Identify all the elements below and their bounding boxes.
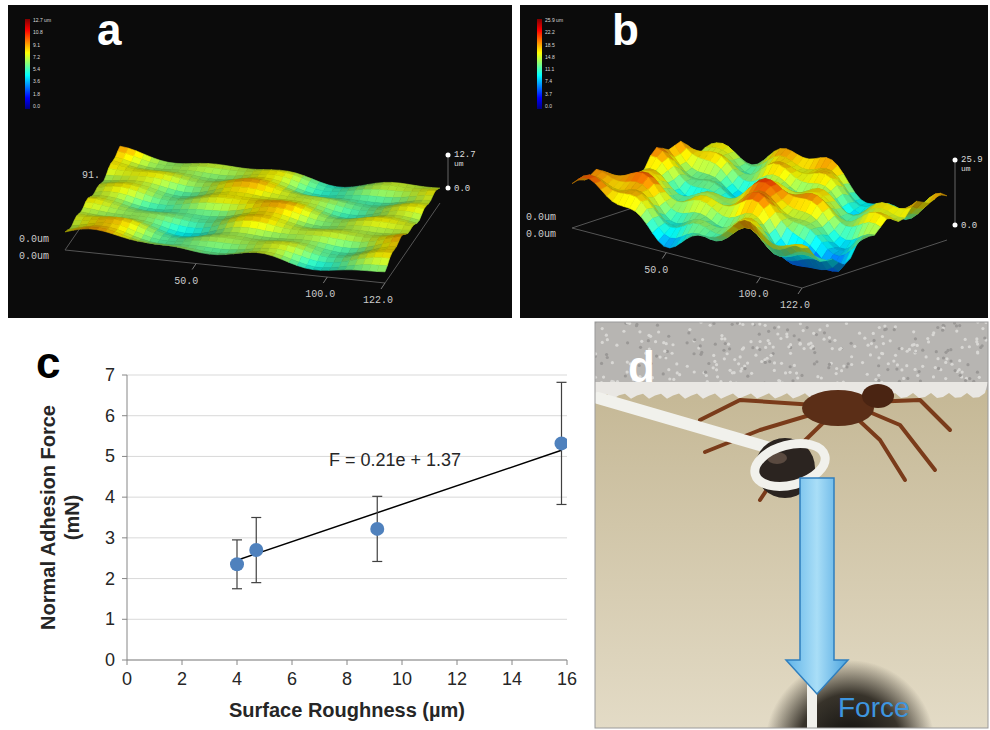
floor-tick-label: 122.0 xyxy=(780,300,810,311)
surface-facet xyxy=(402,225,412,230)
panel-letter: a xyxy=(97,5,122,54)
colorbar-label: 12.7 um xyxy=(33,17,51,23)
grid-line xyxy=(127,578,567,579)
surface-facet xyxy=(379,258,389,266)
origin-label: 0.0um xyxy=(19,251,49,262)
grid-line xyxy=(127,415,567,416)
floor-tick xyxy=(798,288,802,294)
surface-mesh xyxy=(65,146,440,272)
floor-tick xyxy=(323,277,327,283)
surface-facet xyxy=(425,191,435,195)
y-axis-line xyxy=(127,375,128,660)
surface-panel: 12.7 um10.89.17.25.43.61.80.012.7um0.00.… xyxy=(8,5,512,318)
origin-label: 0.0um xyxy=(526,212,556,223)
z-top-dot xyxy=(446,153,451,158)
z-bottom-label: 0.0 xyxy=(454,184,470,194)
colorbar xyxy=(537,19,542,109)
colorbar-label: 11.1 xyxy=(545,66,555,72)
floor-line xyxy=(802,240,947,288)
origin-label: 0.0um xyxy=(19,234,49,245)
floor-tick xyxy=(192,264,196,270)
y-tick-label: 0 xyxy=(105,650,115,670)
colorbar xyxy=(25,19,30,109)
colorbar-label: 18.5 xyxy=(545,42,555,48)
floor-line xyxy=(65,250,385,283)
grid-line xyxy=(127,375,567,376)
y-tick-label: 1 xyxy=(105,609,115,629)
colorbar-label: 0.0 xyxy=(33,103,40,109)
colorbar-label: 7.4 xyxy=(545,78,552,84)
colorbar-label: 10.8 xyxy=(33,29,43,35)
colorbar-label: 22.2 xyxy=(545,29,555,35)
surface-facet xyxy=(845,245,857,264)
y-tick xyxy=(122,578,127,579)
surface-facet xyxy=(423,195,433,200)
floor-line xyxy=(385,203,440,283)
floor-tick-label: 50.0 xyxy=(174,276,198,287)
partial-label: 91. xyxy=(82,170,100,181)
z-bottom-label: 0.0 xyxy=(961,221,977,231)
origin-label: 0.0um xyxy=(526,229,556,240)
colorbar-label: 25.9 um xyxy=(545,17,563,23)
surface-facet xyxy=(129,238,139,241)
z-axis-line xyxy=(448,155,449,188)
surface-mesh xyxy=(572,141,947,271)
colorbar-label: 7.2 xyxy=(33,54,40,60)
panel-letter: b xyxy=(612,5,639,54)
floor-tick xyxy=(757,277,761,283)
grid-line xyxy=(127,497,567,498)
surface-facet xyxy=(391,237,401,243)
floor-line xyxy=(572,180,717,228)
surface-facet xyxy=(676,234,688,246)
chart-panel: 012345670246810121416Surface Roughness (… xyxy=(36,338,577,721)
panel-background xyxy=(8,5,512,318)
colorbar-label: 9.1 xyxy=(33,42,40,48)
z-top-dot xyxy=(953,158,958,163)
surface-facet xyxy=(851,237,863,250)
y-tick xyxy=(122,660,127,661)
surface-facet xyxy=(808,253,820,262)
colorbar-label: 1.8 xyxy=(33,91,40,97)
y-tick xyxy=(122,619,127,620)
colorbar-label: 5.4 xyxy=(33,66,40,72)
colorbar-label: 3.7 xyxy=(545,91,552,97)
z-bottom-dot xyxy=(446,186,451,191)
colorbar-label: 0.0 xyxy=(545,103,552,109)
surface-facet xyxy=(388,241,398,246)
surface-facet xyxy=(382,252,392,258)
surface-facet xyxy=(929,193,941,201)
floor-tick-label: 100.0 xyxy=(739,289,769,300)
floor-grid xyxy=(572,180,947,288)
colorbar-label: 3.6 xyxy=(33,78,40,84)
surface-facet xyxy=(377,265,387,272)
grid-line xyxy=(127,537,567,538)
z-axis-line xyxy=(955,160,956,225)
floor-grid xyxy=(65,170,440,283)
surface-facet xyxy=(750,222,762,239)
floor-tick-label: 100.0 xyxy=(305,289,335,300)
floor-tick-label: 50.0 xyxy=(644,265,668,276)
panel-background xyxy=(520,5,988,318)
surface-facet xyxy=(899,208,911,218)
colorbar-label: 14.8 xyxy=(545,54,555,60)
z-unit-label: um xyxy=(454,159,464,168)
floor-tick xyxy=(662,253,666,259)
surface-facet xyxy=(400,230,410,234)
floor-tick xyxy=(381,283,385,289)
z-bottom-dot xyxy=(953,223,958,228)
z-unit-label: um xyxy=(961,164,971,173)
grid-line xyxy=(127,619,567,620)
surface-panel: 25.9 um22.218.514.811.17.43.70.025.9um0.… xyxy=(520,5,988,318)
surface-facet xyxy=(820,168,832,171)
surface-facet xyxy=(869,224,881,235)
floor-line xyxy=(65,170,120,250)
figure: 12.7 um10.89.17.25.43.61.80.012.7um0.00.… xyxy=(0,0,990,730)
floor-tick-label: 122.0 xyxy=(363,295,393,306)
surface-facet xyxy=(796,245,808,248)
